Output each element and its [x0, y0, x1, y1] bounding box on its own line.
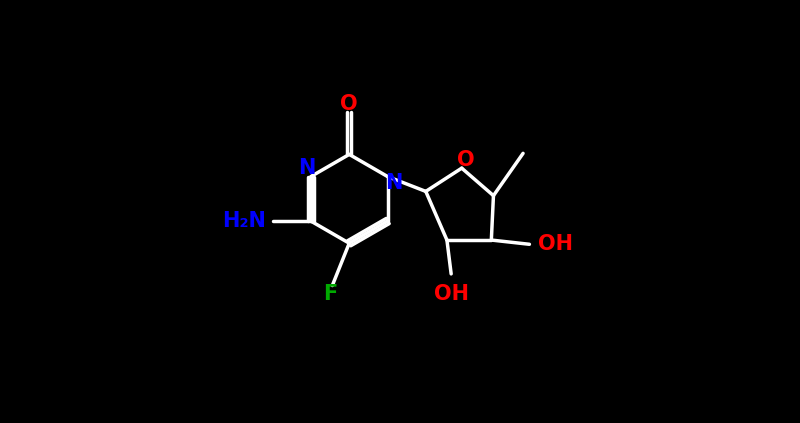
- Text: OH: OH: [538, 234, 573, 254]
- Text: O: O: [457, 150, 474, 170]
- Text: N: N: [386, 173, 402, 193]
- Text: H₂N: H₂N: [222, 211, 266, 231]
- Text: O: O: [341, 93, 358, 114]
- Text: F: F: [323, 284, 338, 304]
- Text: N: N: [298, 158, 315, 178]
- Text: OH: OH: [434, 285, 469, 305]
